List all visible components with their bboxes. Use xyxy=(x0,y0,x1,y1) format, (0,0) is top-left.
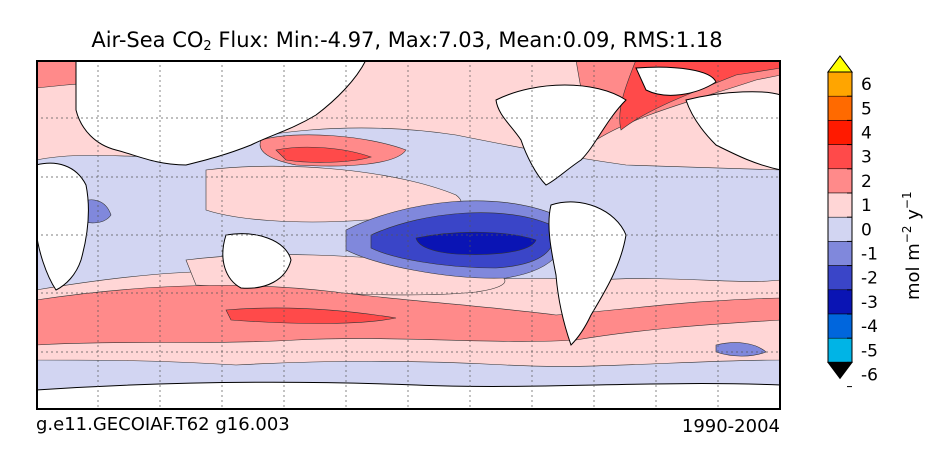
colorbar-segment xyxy=(827,265,853,291)
colorbar-segment xyxy=(827,216,853,242)
flux-map xyxy=(36,60,781,410)
colorbar-tick-label: 3 xyxy=(861,148,872,168)
colorbar-segment xyxy=(827,120,853,145)
colorbar-tick-label: 1 xyxy=(861,196,872,216)
colorbar-segment xyxy=(827,71,853,97)
colorbar-label-text: mol m−2 y−1 xyxy=(900,191,924,300)
colorbar-segment xyxy=(827,241,853,266)
colorbar-tick-label: -4 xyxy=(861,317,878,337)
colorbar-tick-label: -1 xyxy=(861,245,878,265)
colorbar-segment xyxy=(827,337,853,363)
map-frame xyxy=(36,60,781,410)
colorbar-tick-label: 2 xyxy=(861,172,872,192)
year-range: 1990-2004 xyxy=(681,416,780,437)
colorbar-segment xyxy=(827,144,853,170)
colorbar-segment xyxy=(827,168,853,194)
colorbar: 6 5 4 3 2 1 0 -1 -2 -3 -4 -5 -6 xyxy=(827,55,878,388)
contour-southern-strong xyxy=(225,307,397,324)
colorbar-tick-label: -5 xyxy=(861,341,878,361)
colorbar-tick-label: 5 xyxy=(861,99,872,119)
chart-title: Air-Sea CO2 Flux: Min:-4.97, Max:7.03, M… xyxy=(91,28,723,54)
colorbar-tick-label: 6 xyxy=(861,75,872,95)
graticule xyxy=(36,60,781,410)
colorbar-segments xyxy=(827,55,853,380)
europe-land xyxy=(685,91,781,171)
colorbar-segment xyxy=(827,313,853,339)
colorbar-extend-max xyxy=(827,55,853,73)
africa-land xyxy=(36,162,89,291)
south-america-land xyxy=(548,201,627,346)
north-america-land xyxy=(495,84,627,186)
colorbar-segment xyxy=(827,192,853,218)
antarctica-land xyxy=(36,381,781,410)
contour-southern-blue xyxy=(715,342,767,357)
colorbar-tick-label: -3 xyxy=(861,293,878,313)
contour-kuroshio-strong xyxy=(275,146,372,163)
colorbar-label: mol m−2 y−1 xyxy=(900,191,924,300)
australia-land xyxy=(222,233,292,289)
colorbar-extend-min xyxy=(827,361,853,380)
eurasia-land xyxy=(75,60,367,166)
colorbar-tick-label: 4 xyxy=(861,124,872,144)
colorbar-segment xyxy=(827,289,853,315)
colorbar-tick-label: -6 xyxy=(861,366,878,386)
colorbar-segment xyxy=(827,95,853,121)
contour-equatorial-minimum xyxy=(415,231,537,255)
colorbar-ticks: 6 5 4 3 2 1 0 -1 -2 -3 -4 -5 -6 xyxy=(847,75,878,388)
greenland-land xyxy=(635,66,717,96)
case-name: g.e11.GECOIAF.T62 g16.003 xyxy=(36,414,290,435)
colorbar-tick-label: 0 xyxy=(861,220,872,240)
colorbar-tick-label: -2 xyxy=(861,269,878,289)
